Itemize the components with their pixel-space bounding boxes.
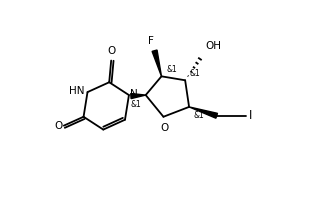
Polygon shape: [189, 107, 218, 118]
Text: O: O: [107, 46, 115, 56]
Text: &1: &1: [130, 100, 141, 109]
Text: F: F: [148, 36, 153, 46]
Text: &1: &1: [193, 111, 204, 120]
Text: N: N: [130, 89, 138, 99]
Polygon shape: [131, 93, 146, 99]
Text: OH: OH: [206, 41, 222, 51]
Polygon shape: [152, 50, 161, 76]
Text: O: O: [55, 121, 63, 131]
Text: I: I: [249, 109, 252, 122]
Text: HN: HN: [69, 86, 85, 96]
Text: O: O: [160, 123, 168, 133]
Text: &1: &1: [189, 69, 200, 78]
Text: &1: &1: [167, 65, 177, 74]
